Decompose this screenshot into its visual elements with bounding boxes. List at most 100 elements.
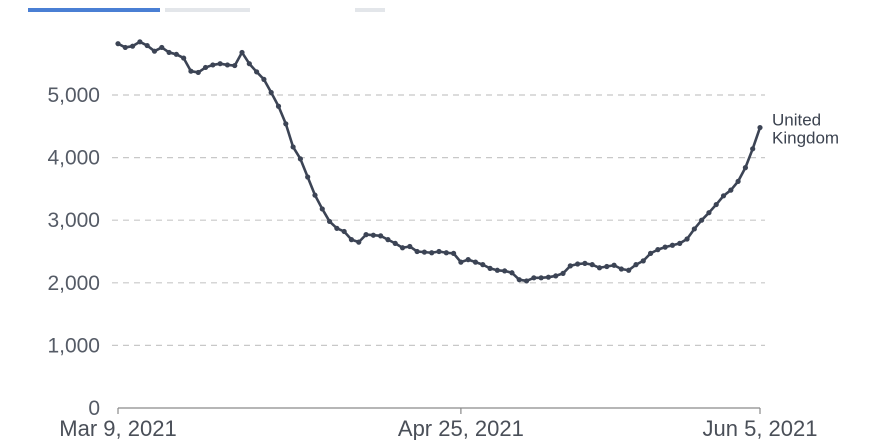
data-point — [487, 265, 493, 271]
data-point — [436, 248, 442, 255]
data-point — [450, 250, 457, 256]
data-point — [655, 247, 661, 253]
series-label: Kingdom — [772, 129, 839, 148]
data-point — [232, 62, 238, 69]
data-point — [480, 262, 486, 268]
data-point — [275, 103, 282, 109]
data-point — [290, 144, 296, 150]
data-point — [742, 165, 749, 171]
y-tick-label: 1,000 — [47, 334, 100, 357]
data-point — [472, 259, 479, 265]
gridlines — [112, 94, 765, 346]
x-tick-label: Mar 9, 2021 — [59, 416, 176, 440]
series-label: United — [772, 111, 821, 130]
data-point — [560, 270, 566, 277]
data-point — [159, 44, 165, 51]
data-point — [596, 265, 603, 271]
data-point — [151, 48, 158, 54]
y-tick-label: 2,000 — [47, 272, 100, 295]
data-point — [283, 121, 289, 127]
data-point — [261, 76, 267, 82]
data-point — [239, 49, 245, 56]
data-point — [414, 248, 420, 255]
data-point — [582, 260, 588, 266]
data-point — [553, 273, 559, 279]
data-point — [319, 206, 325, 212]
data-point — [129, 43, 136, 49]
data-point — [363, 232, 369, 238]
data-point — [188, 68, 194, 74]
data-point — [669, 242, 676, 248]
data-point — [516, 277, 522, 283]
data-point — [720, 193, 727, 199]
data-point — [181, 55, 187, 61]
data-point — [538, 275, 544, 281]
axes — [117, 407, 761, 414]
y-tick-label: 3,000 — [47, 209, 100, 232]
header-tab[interactable] — [165, 8, 250, 12]
data-point — [334, 225, 340, 231]
data-point — [626, 267, 632, 273]
data-point — [706, 210, 712, 216]
data-point — [224, 62, 231, 68]
data-point — [421, 249, 428, 255]
data-point — [202, 64, 209, 71]
data-point — [494, 267, 500, 273]
data-point — [210, 62, 216, 68]
x-tick-label: Apr 25, 2021 — [398, 416, 524, 440]
data-point — [173, 51, 179, 57]
data-point — [297, 156, 303, 162]
labels: 0 1,000 2,000 3,000 4,000 5,000 Mar 9, 2021 Apr… — [47, 84, 839, 440]
data-point — [115, 41, 121, 47]
data-point — [662, 244, 668, 250]
y-tick-label: 0 — [88, 397, 100, 420]
data-point — [378, 233, 384, 239]
data-point — [713, 201, 719, 208]
data-point — [326, 218, 333, 225]
data-point — [254, 69, 260, 75]
data-point — [443, 250, 449, 256]
data-point — [268, 89, 274, 96]
data-point — [611, 262, 617, 268]
data-point — [399, 245, 406, 251]
data-point — [523, 278, 530, 284]
data-point — [684, 236, 690, 242]
data-point — [618, 266, 624, 272]
data-point — [217, 61, 223, 67]
data-point — [691, 226, 697, 232]
data-point — [509, 270, 515, 276]
data-point — [757, 124, 763, 131]
data-point — [341, 228, 347, 235]
data-point — [465, 257, 471, 263]
x-tick-label: Jun 5, 2021 — [703, 416, 818, 440]
data-point — [677, 240, 683, 246]
data-point — [356, 239, 362, 245]
data-point — [407, 243, 413, 250]
data-point — [728, 187, 734, 193]
data-point — [567, 263, 573, 269]
data-point — [699, 217, 705, 223]
data-point — [604, 263, 610, 270]
data-point — [312, 192, 318, 198]
data-point — [502, 268, 508, 274]
data-point — [144, 42, 150, 49]
data-point — [640, 258, 646, 264]
header-tab-active[interactable] — [28, 8, 160, 12]
data-point — [348, 237, 355, 243]
data-point — [750, 146, 756, 152]
y-tick-label: 5,000 — [47, 84, 100, 107]
data-point — [429, 250, 435, 256]
data-point — [589, 262, 595, 268]
data-point — [195, 69, 201, 76]
data-point — [122, 44, 128, 51]
data-point — [633, 262, 639, 268]
data-point — [305, 174, 311, 180]
data-point — [575, 261, 581, 267]
header-tab[interactable] — [355, 8, 385, 12]
y-tick-label: 4,000 — [47, 147, 100, 170]
data-point — [370, 232, 376, 238]
data-point — [458, 259, 464, 265]
data-point — [392, 240, 398, 246]
data-point — [647, 250, 654, 256]
